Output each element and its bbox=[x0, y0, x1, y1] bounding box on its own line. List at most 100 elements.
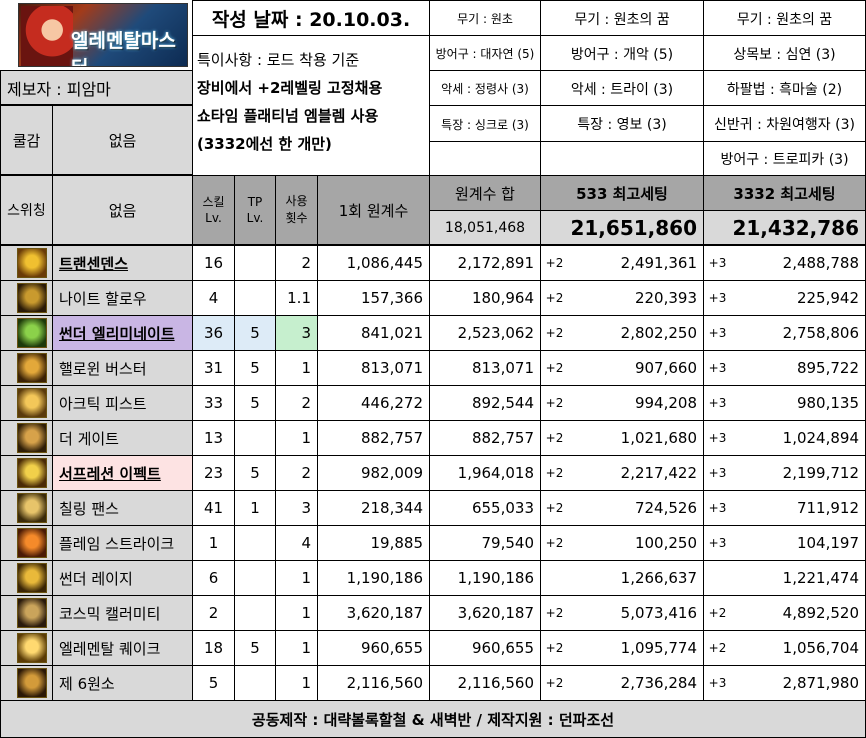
gear-item: 방어구 : 개악 (5) bbox=[540, 35, 704, 71]
note-line: (3332에선 한 개만) bbox=[197, 135, 332, 153]
skill-lv: 16 bbox=[192, 245, 235, 281]
sum-value: 960,655 bbox=[429, 630, 541, 666]
sum-value: 655,033 bbox=[429, 490, 541, 526]
notes-box: 특이사항 : 로드 착용 기준 장비에서 +2레벨링 고정채용 쇼타임 플래티넘… bbox=[192, 35, 430, 176]
level-bonus: +2 bbox=[540, 385, 568, 421]
skill-icon bbox=[17, 388, 47, 418]
level-bonus: +3 bbox=[703, 280, 731, 316]
set533-value: 2,736,284 bbox=[567, 665, 704, 701]
skill-lv-header: 스킬 Lv. bbox=[192, 175, 235, 245]
skill-name-cell: 썬더 엘리미네이트 bbox=[52, 315, 193, 351]
tp-lv bbox=[234, 420, 276, 456]
use-count: 3 bbox=[275, 490, 318, 526]
set533-value: 2,802,250 bbox=[567, 315, 704, 351]
note-line: 특이사항 : 로드 착용 기준 bbox=[197, 51, 360, 69]
skill-name-cell: 나이트 할로우 bbox=[52, 280, 193, 316]
set533-value: 2,491,361 bbox=[567, 245, 704, 281]
level-bonus: +2 bbox=[540, 630, 568, 666]
one-hit-value: 157,366 bbox=[317, 280, 430, 316]
set3332-value: 1,024,894 bbox=[730, 420, 866, 456]
skill-name-cell: 제 6원소 bbox=[52, 665, 193, 701]
sum-value: 882,757 bbox=[429, 420, 541, 456]
gear-item: 특장 : 싱크로 (3) bbox=[429, 105, 541, 142]
level-bonus bbox=[703, 560, 731, 596]
skill-lv: 4 bbox=[192, 280, 235, 316]
tp-lv: 5 bbox=[234, 350, 276, 386]
skill-name: 트랜센덴스 bbox=[59, 254, 129, 273]
tp-lv bbox=[234, 560, 276, 596]
skill-name: 플레임 스트라이크 bbox=[59, 534, 175, 553]
skill-name-cell: 아크틱 피스트 bbox=[52, 385, 193, 421]
skill-name: 썬더 엘리미네이트 bbox=[59, 324, 175, 343]
cooldown-label: 쿨감 bbox=[0, 105, 53, 175]
level-bonus: +3 bbox=[703, 455, 731, 491]
level-bonus: +3 bbox=[703, 420, 731, 456]
use-count: 1 bbox=[275, 560, 318, 596]
level-bonus: +2 bbox=[540, 350, 568, 386]
set3332-value: 2,871,980 bbox=[730, 665, 866, 701]
sum-value: 1,190,186 bbox=[429, 560, 541, 596]
tp-lv bbox=[234, 245, 276, 281]
skill-icon bbox=[17, 283, 47, 313]
switching-value: 없음 bbox=[52, 175, 193, 245]
use-count: 1 bbox=[275, 420, 318, 456]
gear-empty bbox=[540, 141, 704, 176]
skill-name-cell: 플레임 스트라이크 bbox=[52, 525, 193, 561]
level-bonus: +2 bbox=[540, 455, 568, 491]
one-hit-value: 982,009 bbox=[317, 455, 430, 491]
gear-item: 특장 : 영보 (3) bbox=[540, 105, 704, 142]
use-count: 1 bbox=[275, 595, 318, 631]
skill-lv: 13 bbox=[192, 420, 235, 456]
level-bonus: +2 bbox=[540, 490, 568, 526]
skill-icon bbox=[17, 423, 47, 453]
use-count-header: 사용 횟수 bbox=[275, 175, 318, 245]
skill-icon bbox=[17, 633, 47, 663]
skill-name: 썬더 레이지 bbox=[59, 569, 133, 588]
one-hit-header: 1회 원계수 bbox=[317, 175, 430, 245]
set3332-value: 980,135 bbox=[730, 385, 866, 421]
skill-name-cell: 더 게이트 bbox=[52, 420, 193, 456]
skill-lv: 36 bbox=[192, 315, 235, 351]
note-line: 장비에서 +2레벨링 고정채용 bbox=[197, 79, 383, 97]
gear-item: 악세 : 트라이 (3) bbox=[540, 70, 704, 106]
date-title: 작성 날짜 : 20.10.03. bbox=[192, 0, 430, 36]
one-hit-value: 841,021 bbox=[317, 315, 430, 351]
sum-value: 79,540 bbox=[429, 525, 541, 561]
skill-name: 엘레멘탈 퀘이크 bbox=[59, 639, 161, 658]
gear-empty bbox=[429, 141, 541, 176]
set3332-value: 2,488,788 bbox=[730, 245, 866, 281]
skill-name: 아크틱 피스트 bbox=[59, 394, 147, 413]
skill-lv: 41 bbox=[192, 490, 235, 526]
skill-lv: 5 bbox=[192, 665, 235, 701]
skill-name-cell: 트랜센덴스 bbox=[52, 245, 193, 281]
one-hit-value: 1,190,186 bbox=[317, 560, 430, 596]
gear-item: 무기 : 원초 bbox=[429, 0, 541, 36]
set3332-value: 711,912 bbox=[730, 490, 866, 526]
footer-credit: 공동제작 : 대략볼록할철 & 새벽반 / 제작지원 : 던파조선 bbox=[0, 700, 866, 738]
tp-lv-header: TP Lv. bbox=[234, 175, 276, 245]
set533-value: 5,073,416 bbox=[567, 595, 704, 631]
tp-lv-header-text: TP Lv. bbox=[246, 195, 264, 225]
gear-item: 상목보 : 심연 (3) bbox=[703, 35, 866, 71]
skill-icon bbox=[17, 668, 47, 698]
one-hit-value: 3,620,187 bbox=[317, 595, 430, 631]
set533-value: 100,250 bbox=[567, 525, 704, 561]
set3332-value: 1,056,704 bbox=[730, 630, 866, 666]
skill-lv: 23 bbox=[192, 455, 235, 491]
skill-name-cell: 서프레션 이펙트 bbox=[52, 455, 193, 491]
logo-text: 엘레멘탈마스터 bbox=[71, 30, 176, 66]
one-hit-value: 813,071 bbox=[317, 350, 430, 386]
level-bonus: +3 bbox=[703, 245, 731, 281]
skill-lv: 33 bbox=[192, 385, 235, 421]
level-bonus: +3 bbox=[703, 385, 731, 421]
skill-name: 제 6원소 bbox=[59, 674, 115, 693]
sum-value: 1,964,018 bbox=[429, 455, 541, 491]
skill-lv: 6 bbox=[192, 560, 235, 596]
level-bonus: +2 bbox=[703, 630, 731, 666]
one-hit-value: 2,116,560 bbox=[317, 665, 430, 701]
use-count: 3 bbox=[275, 315, 318, 351]
one-hit-value: 1,086,445 bbox=[317, 245, 430, 281]
note-line: 쇼타임 플래티넘 엠블렘 사용 bbox=[197, 107, 379, 125]
one-hit-value: 960,655 bbox=[317, 630, 430, 666]
level-bonus: +2 bbox=[703, 595, 731, 631]
